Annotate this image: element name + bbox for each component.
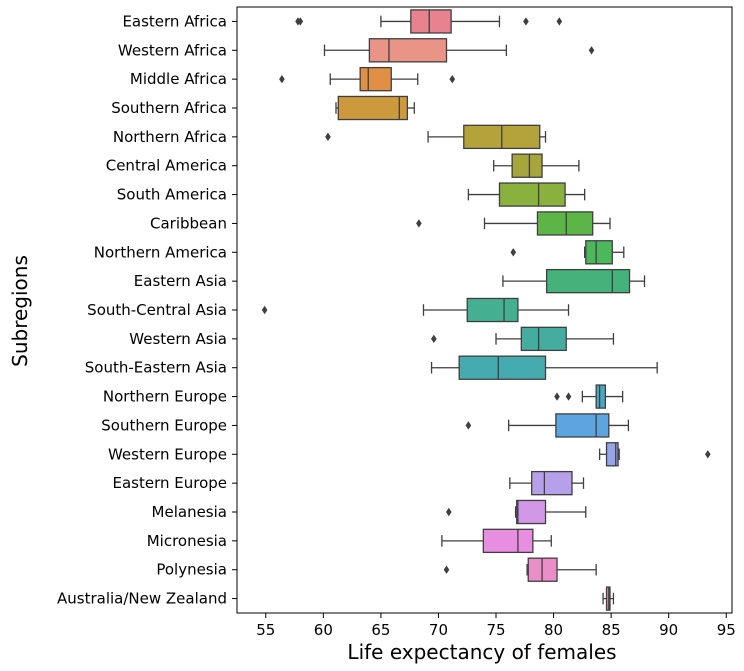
y-tick-label: Northern Europe [103, 388, 227, 406]
box [520, 326, 567, 352]
outlier-point [279, 74, 285, 84]
y-axis: Eastern Africa Western Africa Middle Afric… [57, 12, 237, 608]
box [466, 297, 519, 323]
box [531, 470, 573, 496]
box [555, 413, 610, 438]
outlier-point [510, 248, 517, 257]
box [359, 66, 392, 92]
box-group [295, 9, 563, 34]
box [595, 384, 607, 409]
box [498, 182, 566, 207]
y-tick-label: Micronesia [147, 532, 227, 550]
box-group [279, 66, 456, 92]
x-tick-label: 75 [486, 621, 505, 639]
x-tick-label: 70 [429, 621, 448, 639]
y-tick-label: Caribbean [150, 214, 227, 232]
y-tick-label: Central America [106, 157, 227, 175]
x-tick-label: 95 [717, 621, 736, 639]
box [511, 153, 543, 178]
box [546, 268, 631, 294]
box [605, 442, 619, 467]
y-tick-label: Eastern Europe [112, 474, 227, 492]
y-tick-label: Australia/New Zealand [57, 590, 227, 608]
outlier-point [554, 392, 560, 401]
y-tick-label: Western Africa [118, 41, 227, 59]
box [337, 95, 409, 121]
y-tick-label: Melanesia [152, 503, 227, 521]
outlier-point [465, 421, 472, 430]
outlier-point [325, 132, 331, 142]
x-tick-label: 85 [602, 621, 621, 639]
box-group [510, 240, 625, 265]
outlier-point [416, 219, 422, 228]
y-axis-label: Subregions [8, 255, 32, 367]
y-tick-label: South-Central Asia [87, 301, 227, 319]
box-group [443, 557, 597, 582]
x-tick-label: 55 [256, 621, 275, 639]
box [482, 528, 534, 554]
box-group [430, 355, 658, 380]
y-tick-label: Eastern Asia [134, 272, 227, 290]
box-group [502, 268, 646, 294]
box-group [493, 153, 580, 178]
y-tick-label: Northern Africa [113, 128, 227, 146]
outlier-point [523, 17, 529, 26]
box-group [261, 297, 570, 323]
y-tick-label: Eastern Africa [122, 12, 227, 30]
box [410, 9, 452, 34]
box [368, 38, 448, 63]
box-group [431, 326, 615, 352]
box-group [323, 38, 595, 63]
x-axis-label: Life expectancy of females [347, 640, 616, 664]
x-tick-label: 90 [659, 621, 678, 639]
box [458, 355, 547, 380]
box-group [416, 211, 611, 236]
box-group [509, 470, 585, 496]
outlier-point [588, 46, 595, 55]
y-tick-label: South America [117, 186, 227, 204]
outlier-point [556, 17, 563, 26]
y-tick-label: Polynesia [156, 561, 227, 579]
y-tick-label: Southern Europe [101, 416, 227, 434]
outlier-point [705, 450, 711, 459]
box [536, 211, 594, 236]
plot-area [261, 9, 711, 611]
y-tick-label: Southern Africa [111, 99, 227, 117]
box-group [467, 182, 586, 207]
outlier-point [443, 565, 450, 574]
box [516, 499, 547, 525]
x-tick-label: 80 [544, 621, 563, 639]
y-tick-label: South-Eastern Asia [85, 359, 227, 377]
box-group [465, 413, 630, 438]
y-tick-label: Western Asia [129, 330, 227, 348]
box-group [325, 124, 547, 150]
box-group [554, 384, 624, 409]
box-group [446, 499, 587, 525]
x-axis: 55 60 65 70 75 80 85 90 95 [256, 613, 736, 639]
outlier-point [565, 392, 572, 401]
box-group [602, 586, 615, 611]
box-group [335, 95, 415, 121]
y-tick-label: Middle Africa [130, 70, 227, 88]
x-tick-label: 60 [314, 621, 333, 639]
outlier-point [297, 17, 304, 26]
x-tick-label: 65 [371, 621, 390, 639]
outlier-point [449, 74, 456, 84]
y-tick-label: Northern America [94, 243, 227, 261]
box [585, 240, 613, 265]
outlier-point [431, 334, 437, 344]
box-group [441, 528, 552, 554]
outlier-point [446, 507, 452, 517]
outlier-point [261, 305, 268, 315]
y-tick-label: Western Europe [108, 445, 227, 463]
box-group [598, 442, 711, 467]
